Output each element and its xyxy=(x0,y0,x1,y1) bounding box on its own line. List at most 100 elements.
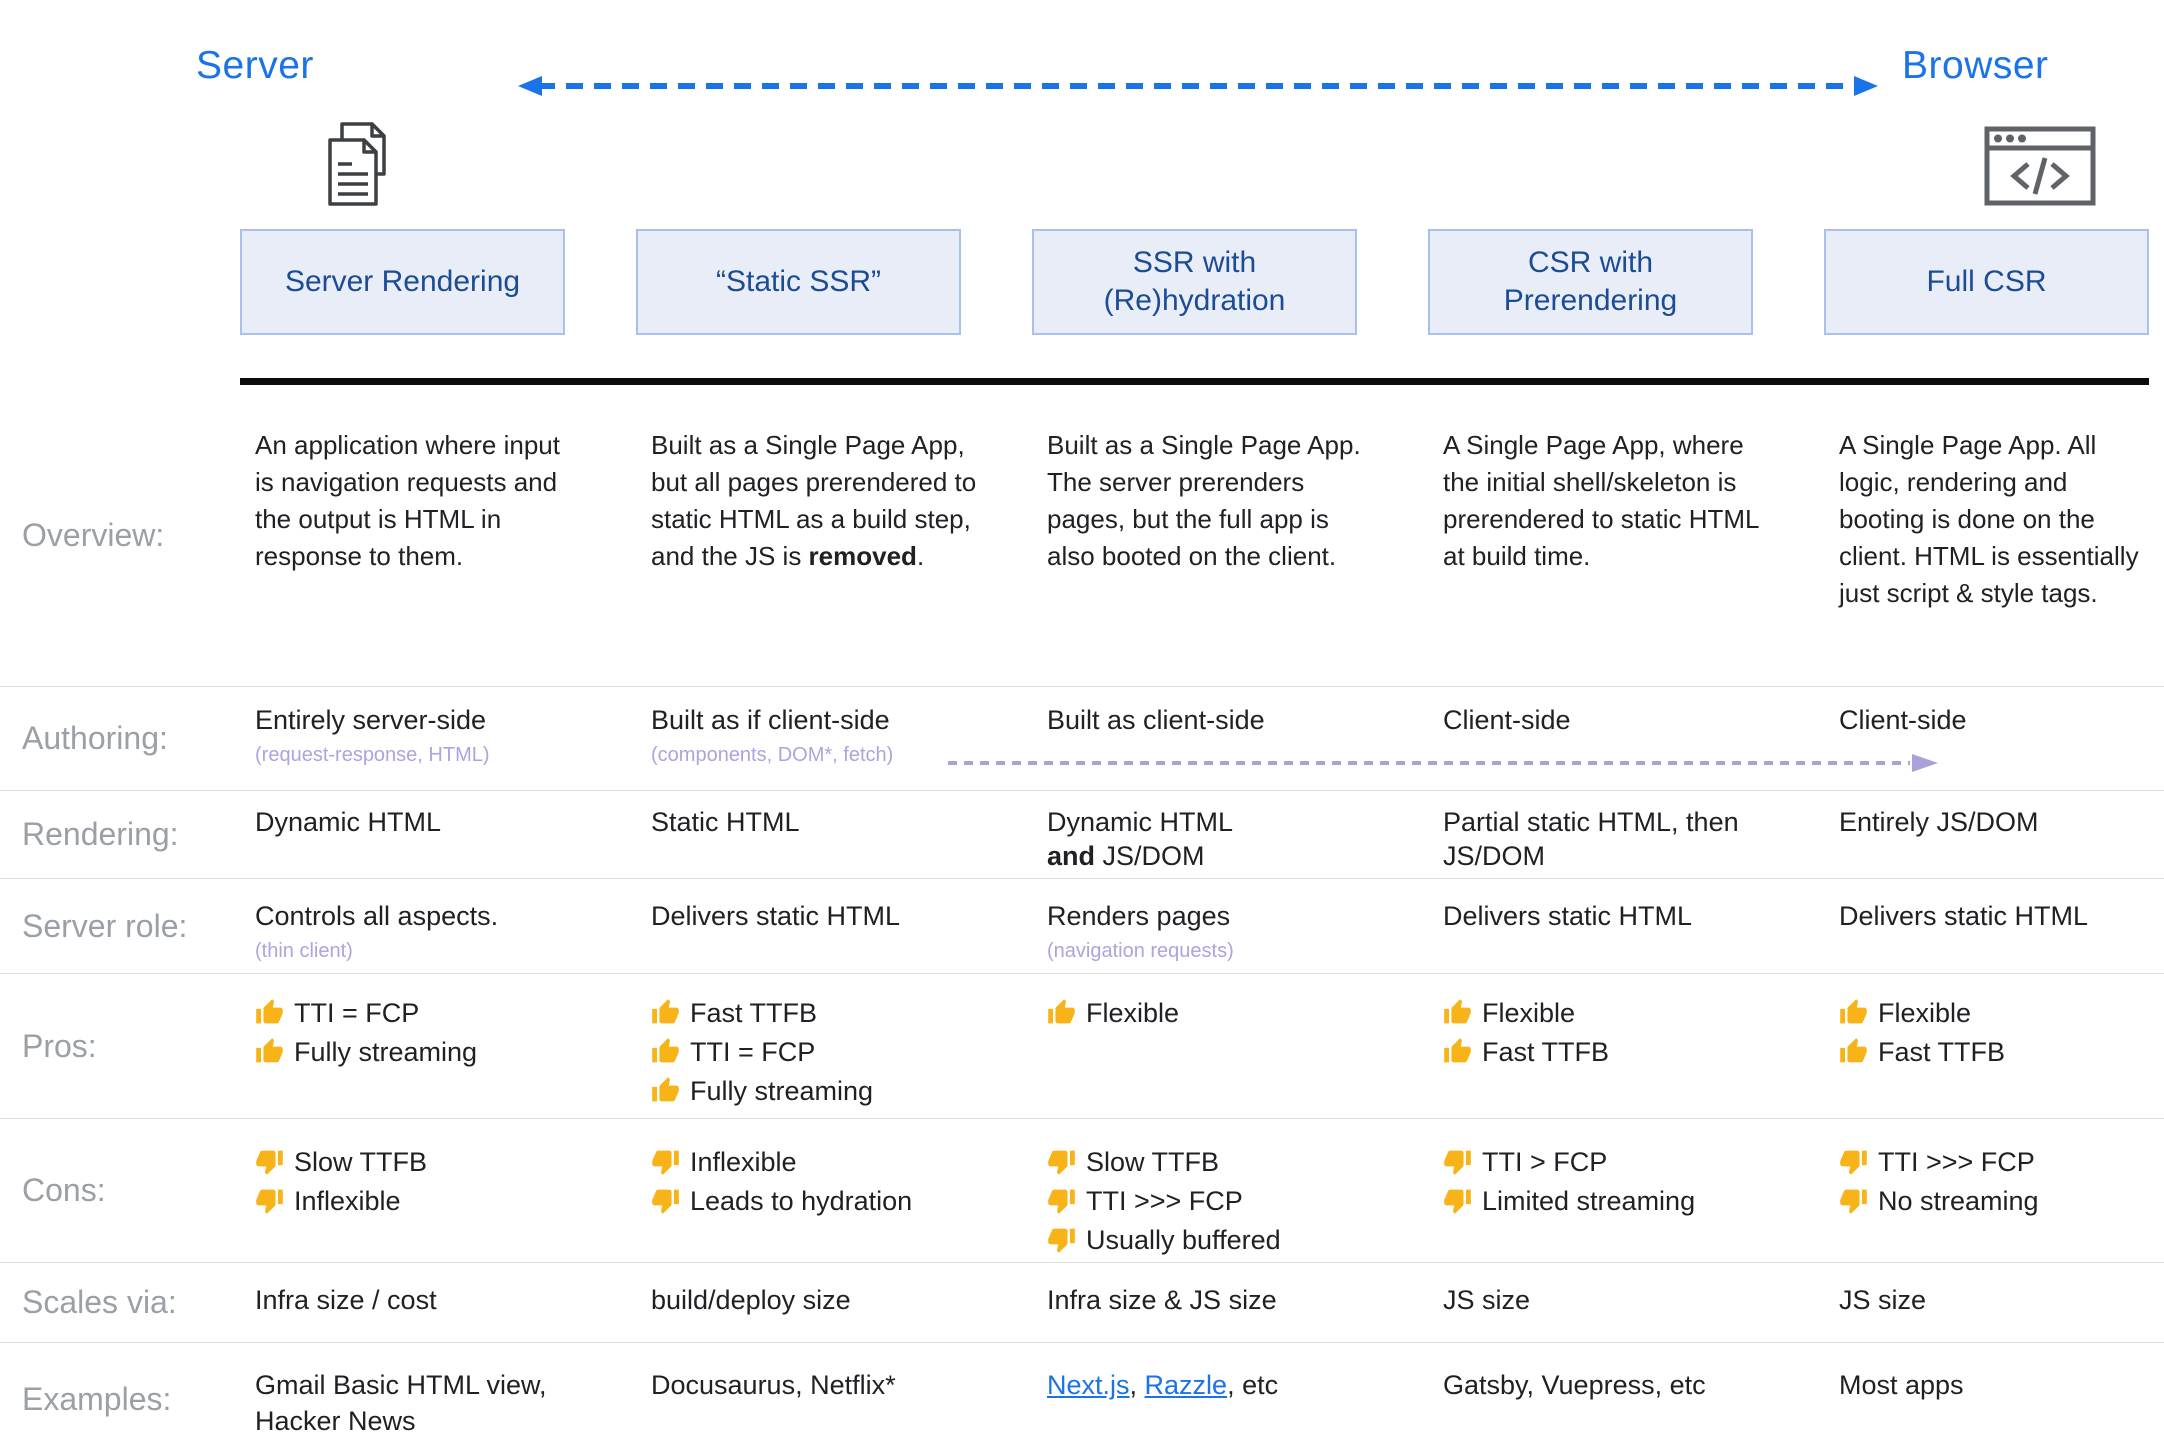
thumbs-up-icon xyxy=(1839,1037,1868,1066)
thumbs-up-icon xyxy=(651,998,680,1027)
thumbs-up-icon xyxy=(1839,998,1868,1027)
row-label-authoring: Authoring: xyxy=(22,720,168,756)
con-item: Inflexible xyxy=(255,1184,581,1218)
pro-text: Flexible xyxy=(1086,998,1180,1028)
thumbs-down-icon xyxy=(651,1186,680,1215)
rendering-static-ssr: Static HTML xyxy=(651,807,800,837)
row-label-pros: Pros: xyxy=(22,1027,97,1064)
overview-static-ssr-text: Built as a Single Page App, but all page… xyxy=(651,430,977,571)
overview-static-ssr-bold: removed xyxy=(808,541,917,571)
table-top-rule xyxy=(240,378,2149,385)
cons-csr-prerendering: TTI > FCP Limited streaming xyxy=(1428,1119,1824,1223)
server-role-full-csr: Delivers static HTML xyxy=(1839,901,2089,931)
cons-ssr-rehydration: Slow TTFB TTI >>> FCP Usually buffered xyxy=(1032,1119,1428,1262)
server-role-ssr-rehydration: Renders pages (navigation requests) xyxy=(1032,879,1428,963)
row-label-rendering: Rendering: xyxy=(22,816,179,852)
thumbs-up-icon xyxy=(255,1037,284,1066)
thumbs-down-icon xyxy=(255,1186,284,1215)
row-label-cons: Cons: xyxy=(22,1172,106,1208)
pro-text: TTI = FCP xyxy=(690,1037,816,1067)
pro-item: Flexible xyxy=(1839,996,2152,1030)
thumbs-down-icon xyxy=(651,1147,680,1176)
scales-static-ssr: build/deploy size xyxy=(651,1285,851,1315)
nextjs-link[interactable]: Next.js xyxy=(1047,1370,1130,1400)
overview-csr-prerendering: A Single Page App, where the initial she… xyxy=(1443,430,1759,571)
cons-server-rendering: Slow TTFB Inflexible xyxy=(240,1119,636,1223)
pro-item: TTI = FCP xyxy=(255,996,581,1030)
thumbs-up-icon xyxy=(1443,998,1472,1027)
con-text: Inflexible xyxy=(294,1186,401,1216)
row-label-overview: Overview: xyxy=(22,517,165,553)
scales-ssr-rehydration: Infra size & JS size xyxy=(1047,1285,1277,1315)
pro-item: Flexible xyxy=(1047,996,1373,1030)
row-pros: Pros: TTI = FCP Fully streaming Fast TTF… xyxy=(0,974,2164,1119)
authoring-text: Built as client-side xyxy=(1047,705,1265,735)
pro-item: Fast TTFB xyxy=(1839,1035,2152,1069)
pro-text: Flexible xyxy=(1878,998,1972,1028)
examples-full-csr: Most apps xyxy=(1839,1370,1964,1400)
row-server-role: Server role: Controls all aspects. (thin… xyxy=(0,879,2164,974)
con-text: Slow TTFB xyxy=(294,1147,428,1177)
thumbs-down-icon xyxy=(1443,1147,1472,1176)
examples-csr-prerendering: Gatsby, Vuepress, etc xyxy=(1443,1370,1706,1400)
con-text: TTI >>> FCP xyxy=(1878,1147,2035,1177)
thumbs-down-icon xyxy=(1839,1186,1868,1215)
con-text: TTI > FCP xyxy=(1482,1147,1608,1177)
column-header-ssr-rehydration: SSR with (Re)hydration xyxy=(1032,229,1357,335)
column-header-csr-prerendering: CSR with Prerendering xyxy=(1428,229,1753,335)
row-overview: Overview: An application where input is … xyxy=(0,385,2164,687)
server-role-text: Controls all aspects. xyxy=(255,901,499,931)
rendering-line1: Dynamic HTML xyxy=(1047,807,1234,837)
row-scales-via: Scales via: Infra size / cost build/depl… xyxy=(0,1263,2164,1343)
con-text: Slow TTFB xyxy=(1086,1147,1220,1177)
rendering-server-rendering: Dynamic HTML xyxy=(255,807,442,837)
server-endpoint-label: Server xyxy=(196,44,314,87)
thumbs-up-icon xyxy=(1047,998,1076,1027)
authoring-full-csr: Client-side xyxy=(1824,687,2164,737)
con-text: Leads to hydration xyxy=(690,1186,913,1216)
examples-ssr-rehydration: Next.js, Razzle, etc xyxy=(1032,1343,1428,1403)
authoring-server-rendering: Entirely server-side (request-response, … xyxy=(240,687,636,767)
pro-item: Fully streaming xyxy=(651,1074,977,1108)
row-label-server-role: Server role: xyxy=(22,907,188,944)
pros-csr-prerendering: Flexible Fast TTFB xyxy=(1428,974,1824,1074)
examples-suffix: , etc xyxy=(1227,1370,1279,1400)
pro-text: Flexible xyxy=(1482,998,1576,1028)
pro-text: Fast TTFB xyxy=(1482,1037,1610,1067)
con-item: TTI >>> FCP xyxy=(1839,1145,2152,1179)
pro-text: TTI = FCP xyxy=(294,998,420,1028)
authoring-note: (request-response, HTML) xyxy=(255,744,490,766)
pros-full-csr: Flexible Fast TTFB xyxy=(1824,974,2164,1074)
pro-item: Fast TTFB xyxy=(1443,1035,1769,1069)
server-role-csr-prerendering: Delivers static HTML xyxy=(1443,901,1693,931)
con-item: Slow TTFB xyxy=(1047,1145,1373,1179)
column-header-static-ssr: “Static SSR” xyxy=(636,229,961,335)
row-rendering: Rendering: Dynamic HTML Static HTML Dyna… xyxy=(0,791,2164,879)
thumbs-down-icon xyxy=(255,1147,284,1176)
column-header-full-csr: Full CSR xyxy=(1824,229,2149,335)
authoring-text: Client-side xyxy=(1443,705,1571,735)
column-headers: Server Rendering “Static SSR” SSR with (… xyxy=(0,229,2164,335)
pro-text: Fast TTFB xyxy=(690,998,818,1028)
con-text: No streaming xyxy=(1878,1186,2039,1216)
thumbs-up-icon xyxy=(651,1076,680,1105)
pro-item: Fast TTFB xyxy=(651,996,977,1030)
authoring-trend-dashed-arrow-icon xyxy=(948,754,1938,772)
server-role-static-ssr: Delivers static HTML xyxy=(651,901,901,931)
razzle-link[interactable]: Razzle xyxy=(1144,1370,1228,1400)
row-authoring: Authoring: Entirely server-side (request… xyxy=(0,687,2164,791)
browser-endpoint-label: Browser xyxy=(1902,44,2049,87)
pro-item: Flexible xyxy=(1443,996,1769,1030)
row-label-examples: Examples: xyxy=(22,1381,172,1417)
thumbs-down-icon xyxy=(1443,1186,1472,1215)
authoring-ssr-rehydration: Built as client-side xyxy=(1032,687,1428,737)
con-item: TTI >>> FCP xyxy=(1047,1184,1373,1218)
con-item: Slow TTFB xyxy=(255,1145,581,1179)
authoring-csr-prerendering: Client-side xyxy=(1428,687,1824,737)
overview-static-ssr: Built as a Single Page App, but all page… xyxy=(636,385,1032,575)
pro-text: Fast TTFB xyxy=(1878,1037,2006,1067)
con-text: Inflexible xyxy=(690,1147,797,1177)
overview-full-csr: A Single Page App. All logic, rendering … xyxy=(1839,430,2139,608)
con-item: Leads to hydration xyxy=(651,1184,977,1218)
cons-static-ssr: Inflexible Leads to hydration xyxy=(636,1119,1032,1223)
